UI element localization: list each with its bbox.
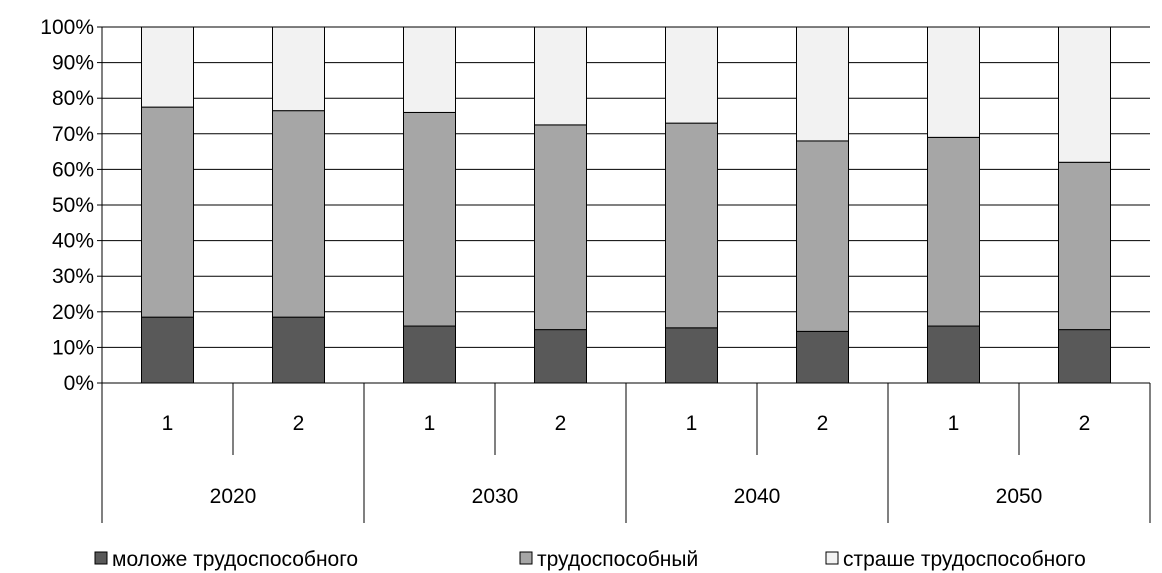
bar-segment	[665, 26, 718, 124]
bar-segment	[1058, 26, 1111, 163]
axes: 0% 10% 20% 30% 40% 50% 60% 70% 80% 90% 100% 1 2 1 2 1 2 1…	[40, 16, 1151, 523]
bar-segment	[403, 325, 456, 384]
bar-segment	[927, 136, 980, 327]
y-tick-label: 30%	[52, 265, 94, 288]
bar-segment	[665, 122, 718, 329]
bar-segment	[534, 124, 587, 331]
legend-swatch	[94, 551, 108, 565]
x-category-label: 1	[162, 412, 174, 435]
legend-swatch	[825, 551, 839, 565]
x-category-label: 2	[293, 412, 305, 435]
bar-segment	[272, 110, 325, 318]
bar-segment	[1058, 329, 1111, 384]
x-category-label: 2	[555, 412, 567, 435]
x-group-label: 2050	[996, 485, 1043, 508]
x-category-label: 1	[948, 412, 960, 435]
bar-segment	[141, 26, 194, 108]
x-category-label: 2	[817, 412, 829, 435]
x-group-label: 2030	[472, 485, 519, 508]
x-category-label: 2	[1079, 412, 1091, 435]
bar-segment	[796, 330, 849, 384]
legend-label: страше трудоспособного	[843, 548, 1086, 571]
x-category-label: 1	[686, 412, 698, 435]
bar-segment	[272, 26, 325, 112]
y-tick-label: 80%	[52, 87, 94, 110]
bar-segment	[927, 325, 980, 384]
legend-swatch	[519, 551, 533, 565]
y-tick-label: 90%	[52, 52, 94, 75]
bar-segment	[403, 26, 456, 113]
y-tick-label: 40%	[52, 230, 94, 253]
x-group-label: 2040	[734, 485, 781, 508]
x-category-label: 1	[424, 412, 436, 435]
y-tick-label: 0%	[64, 372, 94, 395]
bar-segment	[272, 316, 325, 384]
y-tick-label: 60%	[52, 158, 94, 181]
gridlines	[102, 26, 1150, 384]
legend-label: трудоспособный	[537, 548, 698, 571]
y-tick-label: 10%	[52, 336, 94, 359]
bar-segment	[141, 316, 194, 384]
bar-segment	[796, 140, 849, 332]
bar-segment	[1058, 161, 1111, 331]
legend-label: моложе трудоспособного	[112, 548, 358, 571]
legend: моложе трудоспособного трудоспособный стра…	[94, 548, 1086, 571]
x-group-label: 2020	[210, 485, 257, 508]
bar-segment	[141, 106, 194, 318]
y-tick-label: 50%	[52, 194, 94, 217]
bars	[141, 26, 1111, 384]
bar-segment	[534, 329, 587, 384]
y-tick-label: 20%	[52, 301, 94, 324]
bar-segment	[796, 26, 849, 142]
bar-segment	[927, 26, 980, 138]
bar-segment	[403, 111, 456, 327]
y-tick-label: 100%	[40, 16, 94, 39]
y-tick-label: 70%	[52, 123, 94, 146]
bar-segment	[534, 26, 587, 126]
bar-segment	[665, 327, 718, 384]
